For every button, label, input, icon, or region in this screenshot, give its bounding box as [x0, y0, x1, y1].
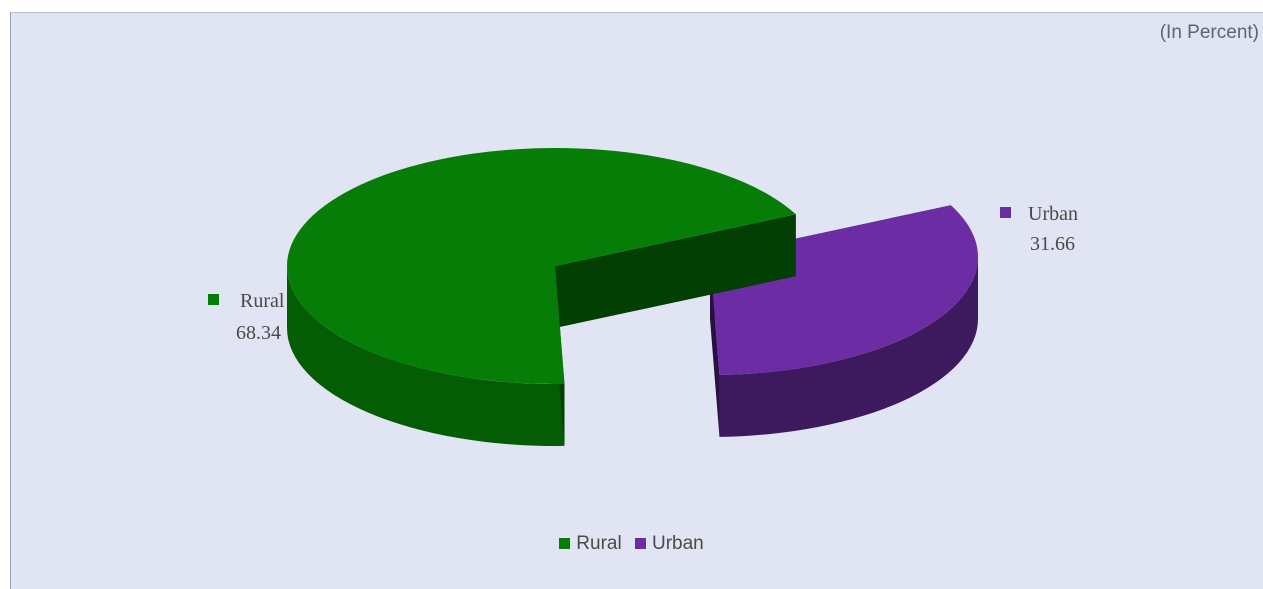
urban-slice-side [719, 257, 978, 437]
urban-label-value: 31.66 [1030, 233, 1075, 255]
urban-label-swatch [1000, 207, 1011, 218]
chart-legend: Rural Urban [0, 533, 1263, 555]
rural-slice-edge-1 [555, 214, 796, 328]
legend-swatch-urban [634, 538, 646, 549]
legend-label-rural: Rural [576, 533, 622, 554]
rural-slice-top [286, 147, 796, 385]
urban-label-name: Urban [1028, 203, 1078, 225]
urban-slice-edge-1 [710, 257, 720, 437]
rural-label-value: 68.34 [236, 322, 281, 344]
legend-swatch-rural [559, 538, 571, 549]
rural-label-swatch [208, 294, 219, 305]
pie-slices [286, 147, 979, 446]
legend-label-urban: Urban [651, 533, 704, 554]
rural-slice-side [287, 266, 565, 446]
rural-label-name: Rural [240, 290, 285, 312]
legend-item-rural[interactable]: Rural [559, 533, 622, 555]
legend-item-urban[interactable]: Urban [634, 533, 704, 555]
unit-note: (In Percent) [1159, 22, 1259, 43]
